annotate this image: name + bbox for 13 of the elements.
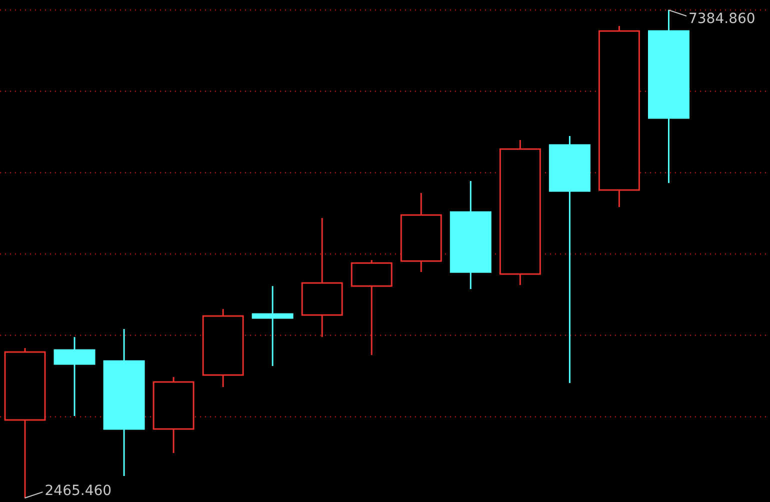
candlestick bbox=[54, 336, 96, 417]
candlestick bbox=[648, 10, 690, 184]
candlestick bbox=[499, 139, 541, 286]
annotation: 7384.860 bbox=[688, 11, 756, 27]
candlestick bbox=[301, 217, 343, 338]
candlestick bbox=[400, 192, 442, 273]
candlestick bbox=[252, 285, 294, 367]
candlestick bbox=[598, 25, 640, 208]
candlestick bbox=[450, 180, 492, 290]
annotation: 2465.460 bbox=[44, 483, 112, 499]
candlestick bbox=[103, 328, 145, 477]
candlestick bbox=[548, 135, 590, 384]
candlestick bbox=[202, 308, 244, 388]
